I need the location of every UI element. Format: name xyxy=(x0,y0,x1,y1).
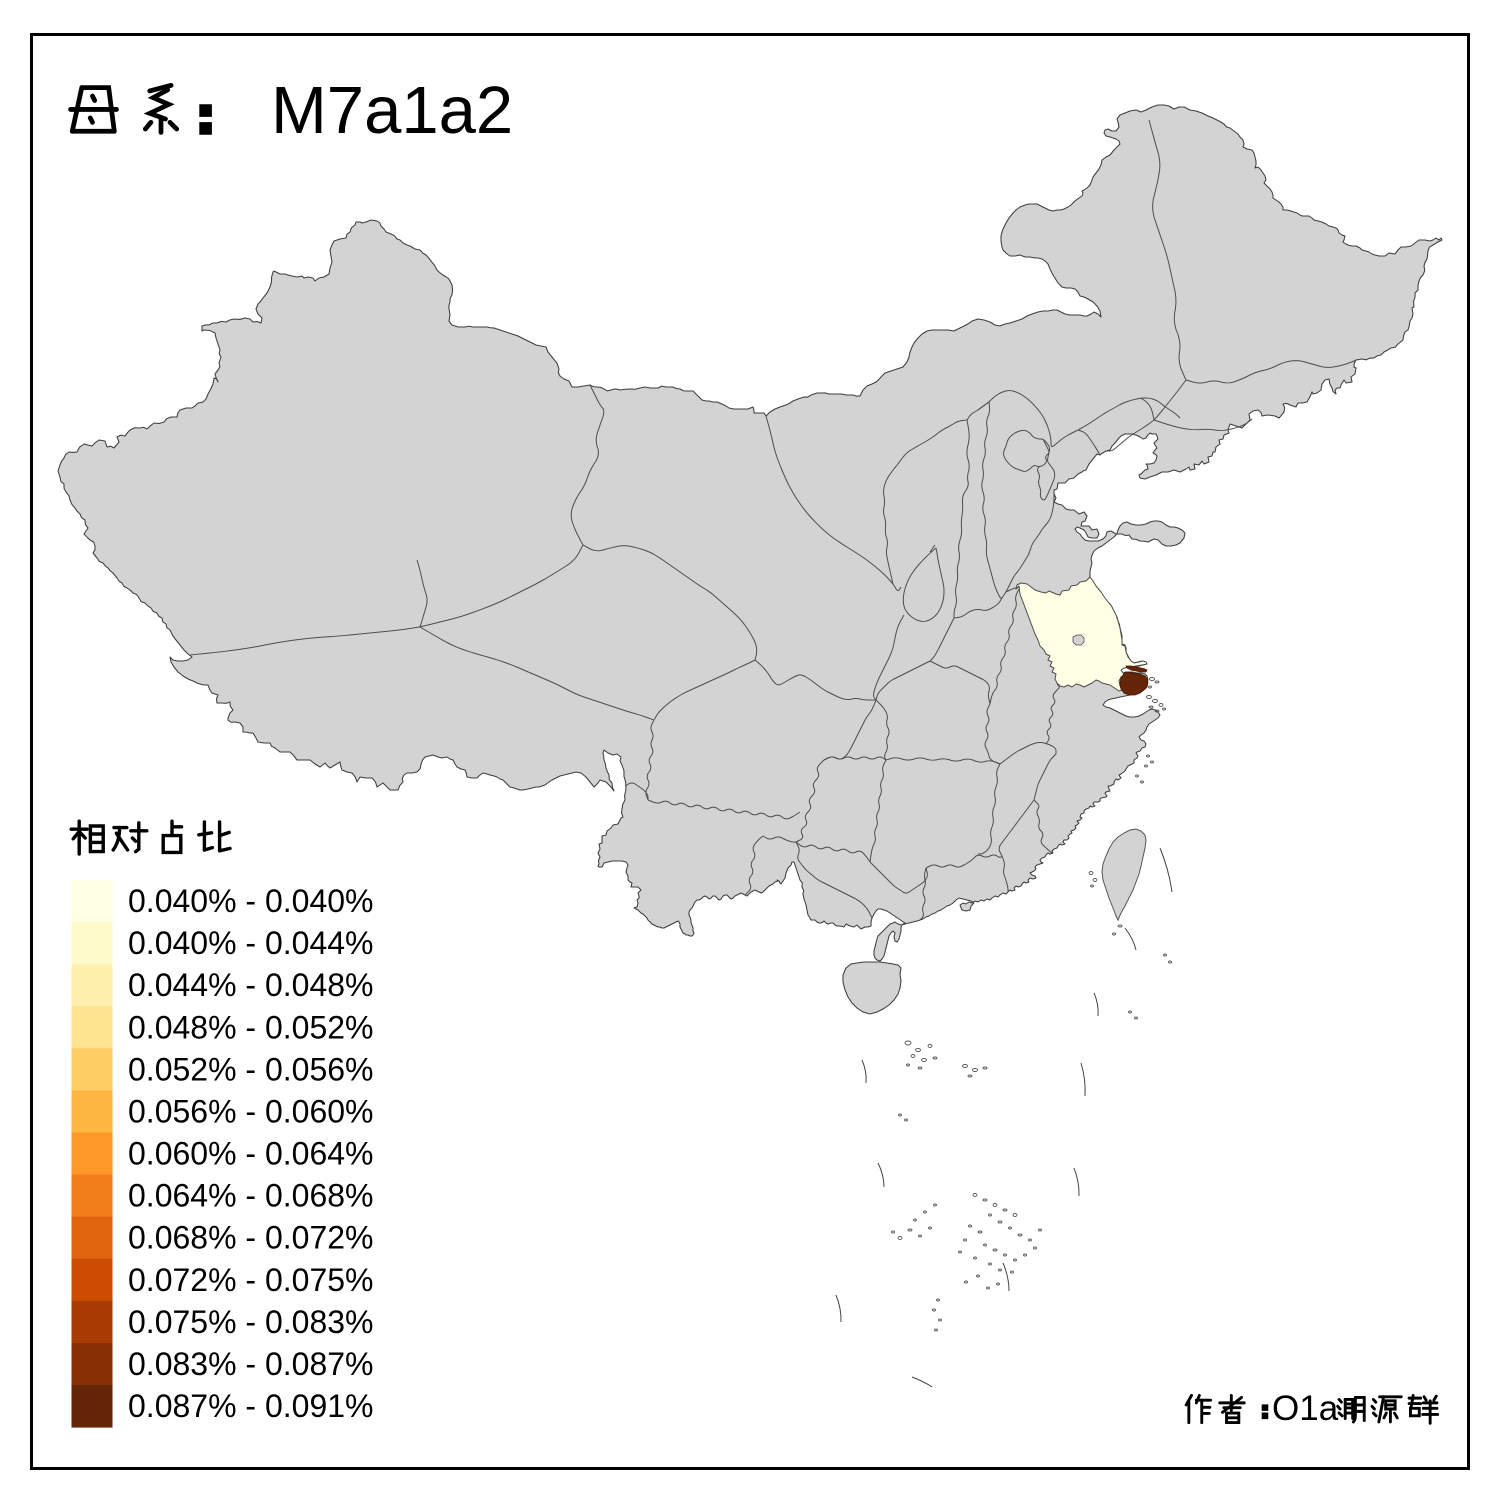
svg-text:0.064% - 0.068%: 0.064% - 0.068% xyxy=(128,1178,374,1214)
svg-text:0.040% - 0.040%: 0.040% - 0.040% xyxy=(128,883,374,919)
svg-text:0.068% - 0.072%: 0.068% - 0.072% xyxy=(128,1220,374,1256)
svg-text:0.083% - 0.087%: 0.083% - 0.087% xyxy=(128,1346,374,1382)
svg-text:0.075% - 0.083%: 0.075% - 0.083% xyxy=(128,1304,374,1340)
svg-text:0.044% - 0.048%: 0.044% - 0.048% xyxy=(128,967,374,1003)
svg-text:M7a1a2: M7a1a2 xyxy=(271,73,513,148)
svg-text:0.040% - 0.044%: 0.040% - 0.044% xyxy=(128,925,374,961)
svg-text:0.056% - 0.060%: 0.056% - 0.060% xyxy=(128,1093,374,1129)
svg-text:0.052% - 0.056%: 0.052% - 0.056% xyxy=(128,1051,374,1087)
svg-text:0.060% - 0.064%: 0.060% - 0.064% xyxy=(128,1136,374,1172)
svg-text:O1a: O1a xyxy=(1272,1389,1339,1428)
svg-text:0.087% - 0.091%: 0.087% - 0.091% xyxy=(128,1388,374,1424)
svg-text:0.048% - 0.052%: 0.048% - 0.052% xyxy=(128,1009,374,1045)
svg-text:0.072% - 0.075%: 0.072% - 0.075% xyxy=(128,1262,374,1298)
